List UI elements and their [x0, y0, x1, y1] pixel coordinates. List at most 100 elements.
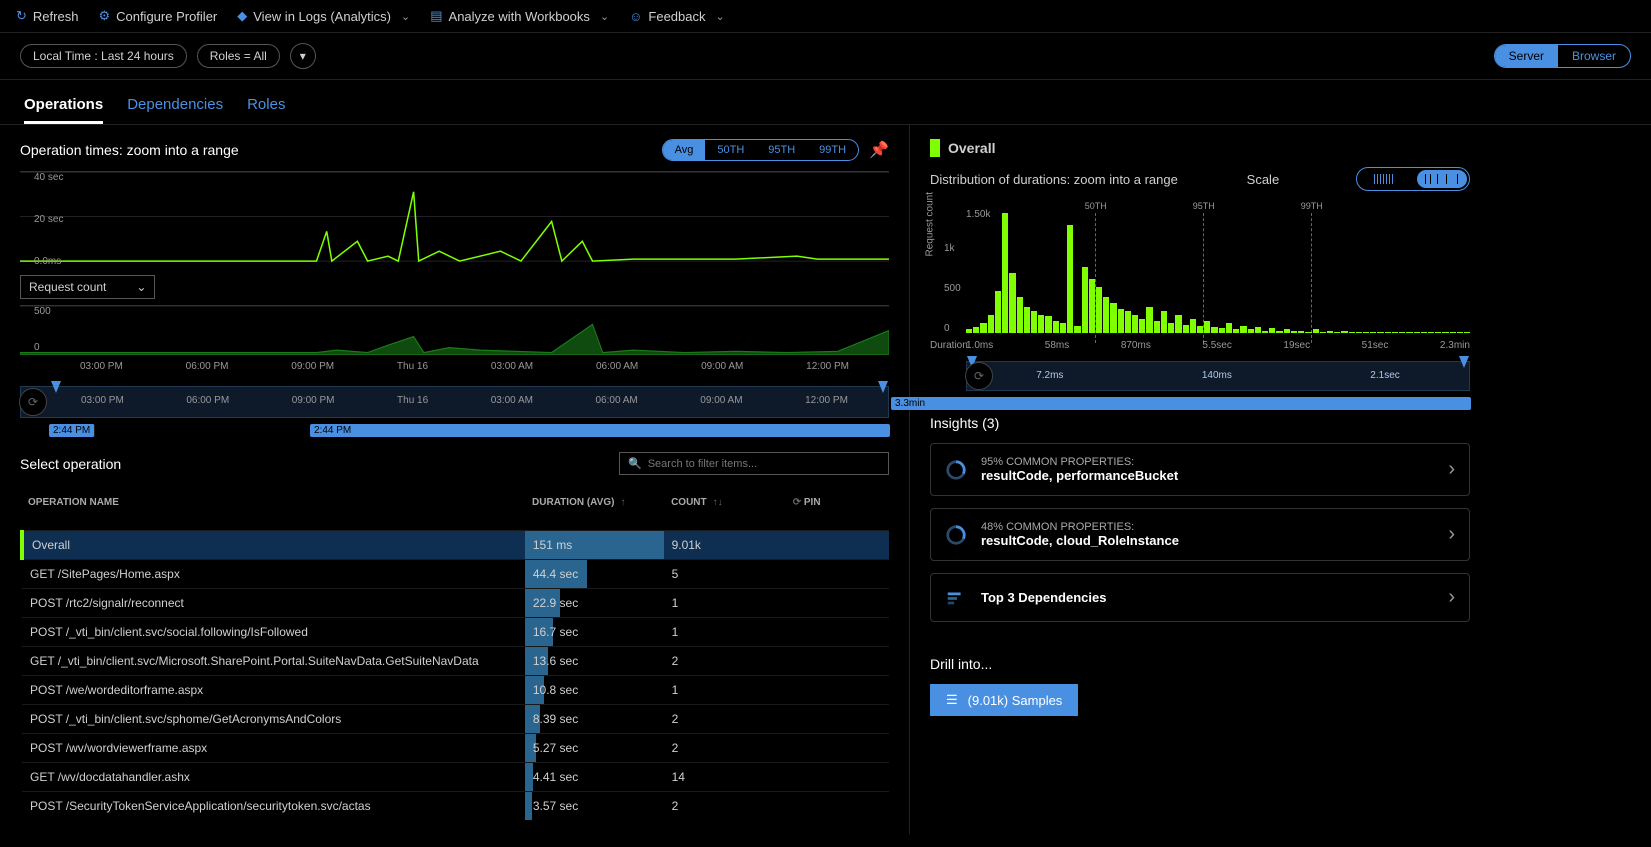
dist-xlabel: Duration — [930, 340, 968, 351]
funnel-icon: ▾ — [300, 49, 306, 63]
refresh-icon: ↻ — [16, 8, 27, 24]
insight-card[interactable]: 48% COMMON PROPERTIES: resultCode, cloud… — [930, 508, 1470, 561]
refresh-col-icon[interactable]: ⟳ — [793, 497, 801, 508]
table-row[interactable]: GET /_vti_bin/client.svc/Microsoft.Share… — [22, 647, 889, 676]
col-count[interactable]: COUNT — [671, 497, 707, 508]
view-in-logs-button[interactable]: ◆ View in Logs (Analytics) — [237, 8, 410, 24]
dist-bar — [1450, 332, 1456, 333]
op-times-svg — [20, 172, 889, 271]
dist-bar — [1414, 332, 1420, 333]
donut-icon — [945, 524, 967, 546]
sort-icon[interactable]: ↑ — [620, 497, 625, 508]
server-toggle[interactable]: Server — [1495, 45, 1558, 67]
table-row[interactable]: POST /SecurityTokenServiceApplication/se… — [22, 792, 889, 821]
table-row[interactable]: POST /rtc2/signalr/reconnect 22.9 sec 1 — [22, 589, 889, 618]
time-brush[interactable]: ⟳ 03:00 PM06:00 PM09:00 PMThu 1603:00 AM… — [20, 386, 889, 418]
browser-toggle[interactable]: Browser — [1558, 45, 1630, 67]
col-dur[interactable]: DURATION (AVG) — [532, 497, 614, 508]
table-row[interactable]: GET /SitePages/Home.aspx 44.4 sec 5 — [22, 560, 889, 589]
scale-linear[interactable] — [1359, 170, 1409, 188]
table-row[interactable]: POST /_vti_bin/client.svc/sphome/GetAcro… — [22, 705, 889, 734]
insight-main: Top 3 Dependencies — [981, 590, 1106, 605]
req-count-label: Request count — [29, 280, 106, 294]
dist-bar — [1154, 321, 1160, 333]
op-count: 5 — [672, 567, 679, 581]
insight-card[interactable]: 95% COMMON PROPERTIES: resultCode, perfo… — [930, 443, 1470, 496]
op-dur: 8.39 sec — [533, 712, 578, 726]
analyze-workbooks-button[interactable]: ▤ Analyze with Workbooks — [430, 8, 609, 24]
metric-99th[interactable]: 99TH — [807, 140, 858, 160]
configure-profiler-button[interactable]: ⚙ Configure Profiler — [98, 8, 217, 24]
dist-bar — [1327, 331, 1333, 333]
donut-icon — [945, 459, 967, 481]
dist-bar — [1024, 307, 1030, 333]
table-row[interactable]: POST /_vti_bin/client.svc/social.followi… — [22, 618, 889, 647]
op-name: GET /_vti_bin/client.svc/Microsoft.Share… — [30, 654, 479, 668]
table-row[interactable]: POST /wv/wordviewerframe.aspx 5.27 sec 2 — [22, 734, 889, 763]
xtick: 12:00 PM — [806, 361, 849, 372]
dist-xtick: 1.0ms — [966, 340, 993, 351]
op-name: Overall — [32, 538, 70, 552]
metric-avg[interactable]: Avg — [663, 140, 706, 160]
xtick: 03:00 PM — [80, 361, 123, 372]
col-name[interactable]: OPERATION NAME — [20, 489, 524, 516]
col-pin[interactable]: PIN — [804, 497, 821, 508]
xtick: 12:00 PM — [805, 395, 848, 406]
brush-caret-left[interactable] — [51, 381, 61, 393]
table-row[interactable]: POST /we/wordeditorframe.aspx 10.8 sec 1 — [22, 676, 889, 705]
op-table-scroll[interactable]: Overall 151 ms 9.01k GET /SitePages/Home… — [20, 516, 889, 820]
dist-bar — [973, 327, 979, 333]
op-dur: 22.9 sec — [533, 596, 578, 610]
dist-bar — [1435, 332, 1441, 333]
tab-roles[interactable]: Roles — [247, 88, 285, 124]
op-times-header: Operation times: zoom into a range Avg 5… — [20, 139, 889, 161]
gear-icon: ⚙ — [98, 8, 110, 24]
workbook-icon: ▤ — [430, 8, 442, 24]
op-count: 2 — [672, 712, 679, 726]
dist-brush[interactable]: ⟳ 7.2ms140ms2.1sec 1.0ms 3.3min — [966, 361, 1470, 391]
dist-chart[interactable]: Request count 1.50k 1k 500 0 50TH95TH99T… — [930, 201, 1470, 361]
feedback-button[interactable]: ☺ Feedback — [629, 9, 725, 24]
dist-bar — [1125, 311, 1131, 333]
xtick: 03:00 AM — [491, 361, 533, 372]
req-count-chart[interactable]: 500 0 — [20, 305, 889, 355]
sort-icon[interactable]: ↑↓ — [713, 497, 723, 508]
search-placeholder: Search to filter items... — [648, 458, 757, 470]
add-filter-button[interactable]: ▾ — [290, 43, 316, 69]
roles-filter-pill[interactable]: Roles = All — [197, 44, 280, 68]
tab-dependencies[interactable]: Dependencies — [127, 88, 223, 124]
brush-handle-right[interactable]: 2:44 PM — [310, 424, 890, 437]
dist-bar — [1168, 323, 1174, 333]
metric-95th[interactable]: 95TH — [756, 140, 807, 160]
req-count-area — [20, 324, 889, 355]
dist-bars — [966, 213, 1470, 333]
dist-bar — [1197, 326, 1203, 333]
pin-chart-icon[interactable]: 📌 — [869, 140, 889, 160]
scale-log[interactable] — [1417, 170, 1467, 188]
dist-brush-play[interactable]: ⟳ — [965, 362, 993, 390]
insight-sub: 95% COMMON PROPERTIES: — [981, 456, 1178, 468]
op-times-chart[interactable]: 40 sec 20 sec 0.0ms — [20, 171, 889, 271]
refresh-button[interactable]: ↻ Refresh — [16, 8, 78, 24]
ytick-500: 500 — [34, 306, 51, 317]
time-filter-pill[interactable]: Local Time : Last 24 hours — [20, 44, 187, 68]
dist-bar — [1096, 287, 1102, 333]
insight-card[interactable]: Top 3 Dependencies › — [930, 573, 1470, 622]
brush-play-button[interactable]: ⟳ — [19, 388, 47, 416]
table-row[interactable]: GET /wv/docdatahandler.ashx 4.41 sec 14 — [22, 763, 889, 792]
tab-operations[interactable]: Operations — [24, 88, 103, 124]
dist-yt-500: 500 — [944, 283, 961, 294]
table-row[interactable]: Overall 151 ms 9.01k — [22, 531, 889, 560]
dist-brush-right[interactable]: 3.3min — [891, 397, 1471, 410]
dist-bar — [1428, 332, 1434, 333]
request-count-select[interactable]: Request count ⌄ — [20, 275, 155, 299]
search-input[interactable]: 🔍 Search to filter items... — [619, 452, 889, 475]
metric-50th[interactable]: 50TH — [705, 140, 756, 160]
brush-caret-right[interactable] — [878, 381, 888, 393]
drill-samples-button[interactable]: ☰ (9.01k) Samples — [930, 684, 1078, 716]
logs-icon: ◆ — [237, 8, 247, 24]
brush-tick: 2.1sec — [1370, 370, 1399, 381]
brush-handle-left[interactable]: 2:44 PM — [49, 424, 95, 437]
op-dur: 10.8 sec — [533, 683, 578, 697]
dist-bar — [1103, 297, 1109, 333]
